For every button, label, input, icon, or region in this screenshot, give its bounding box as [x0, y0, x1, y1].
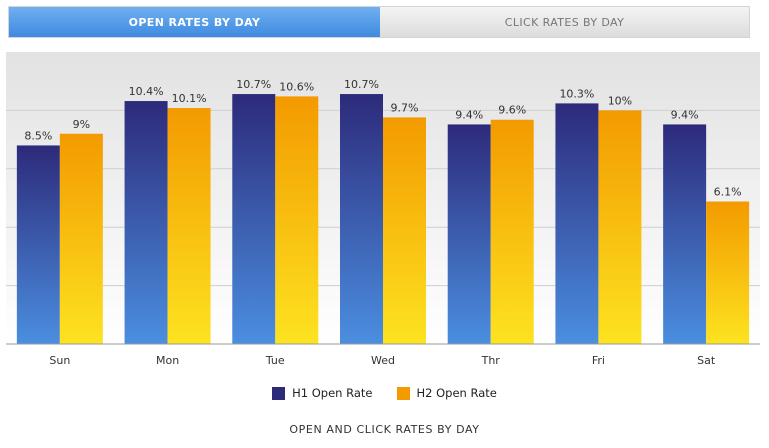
x-tick-label: Tue	[265, 354, 285, 367]
legend-swatch-h1	[272, 386, 286, 400]
data-label: 8.5%	[24, 129, 52, 142]
legend-swatch-h2	[396, 386, 410, 400]
x-tick-label: Mon	[156, 354, 179, 367]
data-label: 10.4%	[129, 85, 164, 98]
bar-h2-mon	[167, 108, 211, 345]
bar-h2-sat	[706, 201, 750, 344]
tab-click-rates[interactable]: CLICK RATES BY DAY	[504, 15, 625, 29]
data-label: 10.6%	[279, 80, 314, 93]
bar-h1-thr	[447, 124, 491, 344]
data-label: 10.1%	[172, 92, 207, 105]
bar-h1-mon	[124, 101, 168, 344]
bar-h1-tue	[232, 94, 276, 344]
chart-caption: OPEN AND CLICK RATES BY DAY	[289, 423, 480, 436]
chart-legend: H1 Open Rate H2 Open Rate	[0, 384, 769, 402]
bar-h2-tue	[275, 96, 319, 344]
legend-label-h1: H1 Open Rate	[292, 386, 373, 400]
data-label: 9%	[73, 118, 90, 131]
chart-tabs: OPEN RATES BY DAY CLICK RATES BY DAY	[8, 6, 750, 38]
data-label: 10%	[608, 94, 632, 107]
x-tick-label: Wed	[371, 354, 395, 367]
x-tick-label: Sun	[49, 354, 70, 367]
x-tick-label: Sat	[697, 354, 716, 367]
legend-item-h1[interactable]: H1 Open Rate	[272, 386, 373, 400]
bar-h2-sun	[59, 133, 103, 344]
data-label: 10.7%	[236, 78, 271, 91]
legend-label-h2: H2 Open Rate	[416, 386, 497, 400]
x-tick-label: Thr	[481, 354, 501, 367]
bar-h1-wed	[340, 94, 383, 344]
data-label: 9.6%	[498, 104, 526, 117]
data-label: 10.3%	[559, 87, 594, 100]
data-label: 9.4%	[671, 108, 699, 121]
data-label: 9.7%	[391, 101, 419, 114]
legend-item-h2[interactable]: H2 Open Rate	[396, 386, 497, 400]
bar-h1-sun	[16, 145, 60, 344]
bar-h1-sat	[663, 124, 707, 344]
data-label: 10.7%	[344, 78, 379, 91]
tab-open-rates[interactable]: OPEN RATES BY DAY	[9, 7, 380, 37]
bar-h2-thr	[490, 119, 534, 344]
x-tick-label: Fri	[592, 354, 605, 367]
bar-h1-fri	[555, 103, 599, 344]
data-label: 9.4%	[455, 108, 483, 121]
bar-h2-wed	[383, 117, 426, 345]
data-label: 6.1%	[714, 186, 742, 199]
bar-h2-fri	[598, 110, 642, 345]
